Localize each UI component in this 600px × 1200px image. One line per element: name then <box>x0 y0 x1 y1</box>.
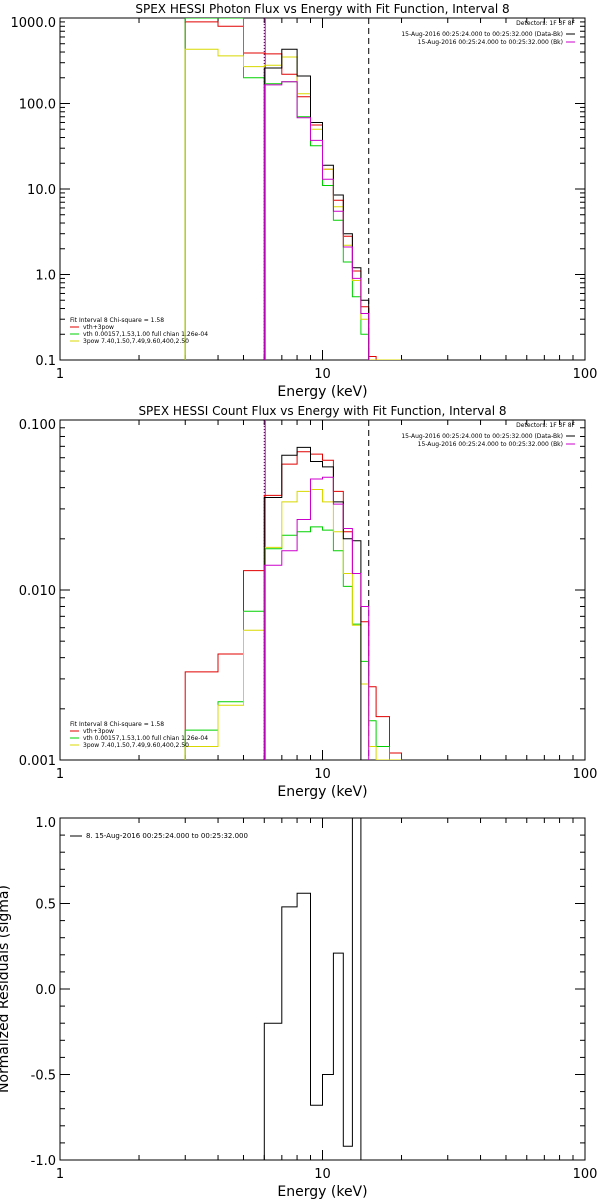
plot-frame <box>59 419 586 761</box>
x-axis-label: Energy (keV) <box>277 1184 367 1200</box>
x-tick-label: 1 <box>56 1167 64 1182</box>
series-line <box>263 446 362 760</box>
chart-panel-2: SPEX HESSI Count Flux vs Energy with Fit… <box>19 404 598 800</box>
data-legend-label: 15-Aug-2016 00:25:24.000 to 00:25:32.000… <box>418 441 563 448</box>
y-tick-label: 10.0 <box>27 183 56 198</box>
y-tick-label: 1.0 <box>35 816 56 831</box>
data-layer <box>184 420 402 760</box>
residual-legend-label: 8. 15-Aug-2016 00:25:24.000 to 00:25:32.… <box>86 832 248 840</box>
chart-title: SPEX HESSI Photon Flux vs Energy with Fi… <box>135 2 509 16</box>
fit-legend-label: vth 0.00157,1.53,1.00 full chian 1.26e-0… <box>83 331 208 338</box>
detectors-label: Detectors: 1F 3F 8F <box>516 20 575 27</box>
y-tick-label: 100.0 <box>19 98 56 113</box>
x-tick-label: 10 <box>314 1167 331 1182</box>
x-axis-label: Energy (keV) <box>277 384 367 400</box>
fit-legend-label: vth+3pow <box>83 728 114 735</box>
series-line <box>184 451 402 760</box>
y-tick-label: 0.1 <box>35 354 56 369</box>
x-tick-label: 10 <box>314 767 331 782</box>
series-line <box>263 81 370 360</box>
plot-frame <box>59 817 586 1161</box>
x-axis-label: Energy (keV) <box>277 784 367 800</box>
y-tick-label: 0.010 <box>19 584 56 599</box>
data-legend-label: 15-Aug-2016 00:25:24.000 to 00:25:32.000… <box>401 31 563 38</box>
data-layer <box>184 18 402 360</box>
x-tick-label: 100 <box>573 767 598 782</box>
x-tick-label: 100 <box>573 367 598 382</box>
fit-header: Fit Interval 8 Chi-square = 1.58 <box>70 317 164 324</box>
detectors-label: Detectors: 1F 3F 8F <box>516 422 575 429</box>
x-tick-label: 1 <box>56 367 64 382</box>
fit-legend-label: 3pow 7.40,1.50,7.49,9.60,400,2.50 <box>83 742 189 749</box>
x-tick-label: 100 <box>573 1167 598 1182</box>
plot-frame <box>59 17 586 361</box>
series-line <box>263 48 370 360</box>
y-tick-label: 1.0 <box>35 269 56 284</box>
fit-legend-label: vth 0.00157,1.53,1.00 full chian 1.26e-0… <box>83 735 208 742</box>
data-legend-label: 15-Aug-2016 00:25:24.000 to 00:25:32.000… <box>401 433 563 440</box>
data-layer <box>263 818 369 1160</box>
y-tick-label: -1.0 <box>31 1154 56 1169</box>
y-tick-label: 0.100 <box>19 418 56 433</box>
data-legend-label: 15-Aug-2016 00:25:24.000 to 00:25:32.000… <box>418 39 563 46</box>
fit-header: Fit Interval 8 Chi-square = 1.58 <box>70 721 164 728</box>
y-axis-label: Normalized Residuals (sigma) <box>0 885 12 1093</box>
x-tick-label: 10 <box>314 367 331 382</box>
y-tick-label: 0.5 <box>35 898 56 913</box>
chart-panel-3: 1 10 100 Energy (keV) -1.0 -0.5 0.0 0.5 1.0 Norma… <box>0 816 597 1200</box>
y-tick-label: 0.001 <box>19 754 56 769</box>
fit-legend-label: vth+3pow <box>83 324 114 331</box>
y-tick-label: -0.5 <box>31 1069 56 1084</box>
y-tick-label: 0.0 <box>35 983 56 998</box>
fit-legend-label: 3pow 7.40,1.50,7.49,9.60,400,2.50 <box>83 338 189 345</box>
series-line <box>263 476 370 760</box>
chart-panel-1: SPEX HESSI Photon Flux vs Energy with Fi… <box>11 2 598 400</box>
y-tick-label: 1000.0 <box>11 16 57 31</box>
x-tick-label: 1 <box>56 767 64 782</box>
series-line <box>263 818 369 1160</box>
chart-title: SPEX HESSI Count Flux vs Energy with Fit… <box>138 404 506 418</box>
